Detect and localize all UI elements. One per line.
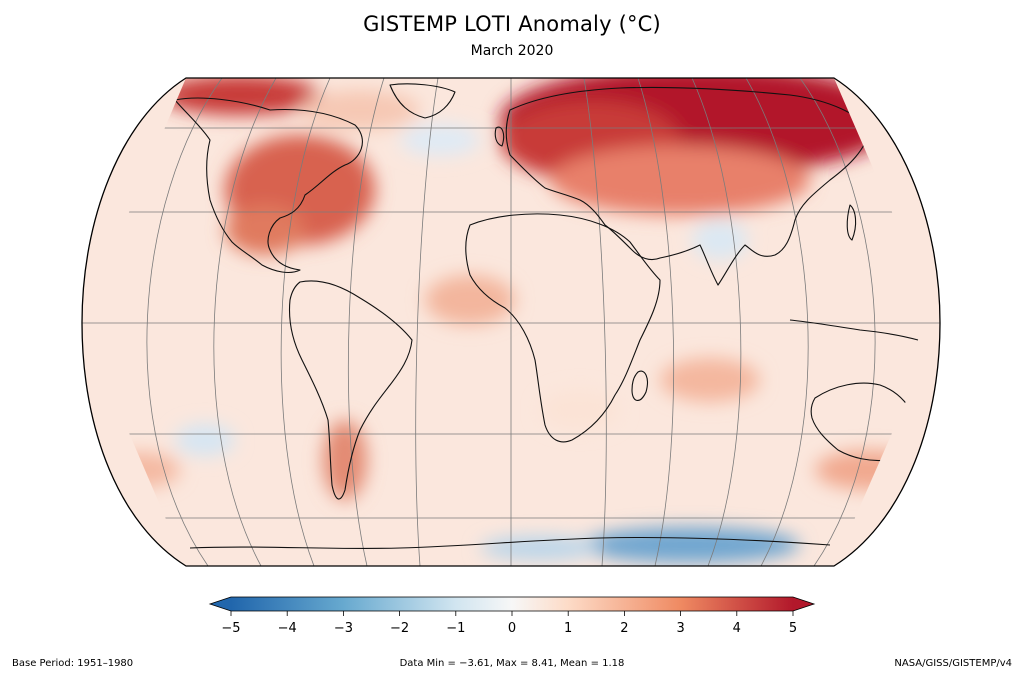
anomaly-atlantic-south [425, 275, 515, 325]
meridian-e150 [799, 78, 876, 566]
colorbar-tick-label: −1 [446, 621, 465, 636]
colorbar-gradient [231, 597, 793, 611]
anomaly-pacific-cold [175, 424, 235, 456]
meridian-e120 [745, 78, 809, 566]
colorbar-tick-label: 0 [508, 621, 516, 636]
colorbar-tick-label: −5 [221, 621, 240, 636]
colorbar-ticks: −5 −4 −3 −2 −1 0 1 2 3 4 5 [221, 611, 797, 636]
colorbar-tick-label: 1 [564, 621, 572, 636]
meridian-w30 [415, 78, 439, 566]
colorbar-extend-high [793, 597, 814, 611]
anomaly-atlantic-cold [400, 124, 480, 156]
antarctica-outline [189, 536, 831, 550]
source-label: NASA/GISS/GISTEMP/v4 [894, 658, 1012, 669]
colorbar-tick-label: −2 [390, 621, 409, 636]
anomaly-antarctica-cold [580, 527, 800, 563]
meridian-w150 [146, 78, 223, 566]
north-america-outline [174, 97, 363, 274]
colorbar-tick-label: 2 [620, 621, 628, 636]
colorbar-tick-label: 3 [676, 621, 684, 636]
meridian-e60 [637, 78, 675, 566]
uk-outline [494, 126, 505, 147]
map-title: GISTEMP LOTI Anomaly (°C) [363, 12, 661, 36]
indonesia-outline [789, 319, 919, 341]
globe-outline [81, 77, 941, 567]
meridian-w90 [280, 78, 331, 566]
colorbar-tick-label: 5 [789, 621, 797, 636]
south-america-outline [288, 280, 413, 500]
globe [81, 77, 941, 567]
colorbar: −5 −4 −3 −2 −1 0 1 2 3 4 5 [208, 596, 816, 636]
anomaly-indian-ocean [660, 358, 760, 402]
base-period-label: Base Period: 1951–1980 [12, 658, 134, 669]
graticule [82, 78, 940, 566]
anomaly-central-asia [550, 145, 810, 215]
anomaly-greenland [160, 78, 320, 115]
map-subtitle: March 2020 [470, 43, 554, 59]
colorbar-tick-label: −3 [334, 621, 353, 636]
japan-outline [846, 204, 857, 241]
africa-outline [465, 213, 661, 443]
anomaly-canada-north [300, 90, 420, 130]
greenland-outline [389, 83, 456, 119]
colorbar-tick-label: −4 [278, 621, 297, 636]
data-stats-label: Data Min = −3.61, Max = 8.41, Mean = 1.1… [399, 658, 625, 669]
eurasia-outline [505, 86, 871, 286]
coastlines [174, 83, 919, 550]
madagascar-outline [631, 370, 648, 401]
anomaly-india-cold [692, 220, 748, 260]
meridian-w60 [347, 78, 385, 566]
meridian-e90 [691, 78, 742, 566]
anomaly-antarctica-cold-2 [480, 536, 600, 560]
anomaly-field [100, 78, 925, 563]
colorbar-extend-low [210, 597, 231, 611]
anomaly-usa-south [225, 205, 305, 255]
colorbar-tick-label: 4 [733, 621, 741, 636]
meridian-w120 [213, 78, 277, 566]
anomaly-africa-south [540, 390, 620, 430]
meridian-e30 [583, 78, 607, 566]
